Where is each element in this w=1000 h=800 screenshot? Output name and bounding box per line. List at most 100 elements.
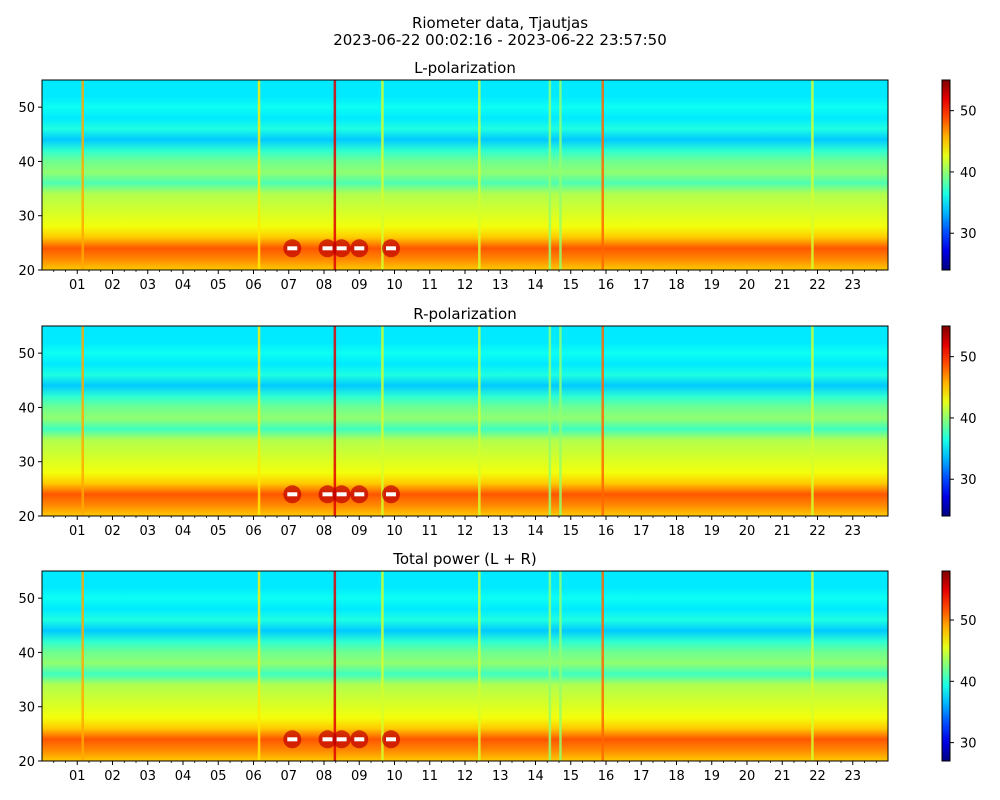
panel-title: Total power (L + R) <box>392 550 537 568</box>
x-tick-label: 11 <box>421 278 438 293</box>
x-tick-label: 18 <box>668 769 685 784</box>
x-tick-label: 04 <box>175 524 192 539</box>
x-tick-label: 09 <box>351 278 368 293</box>
x-tick-label: 06 <box>245 769 262 784</box>
x-tick-label: 01 <box>69 769 86 784</box>
x-tick-label: 09 <box>351 769 368 784</box>
panel-1: L-polarization 20 30 40 50 01 02 03 04 05 06 07 08 09… <box>18 59 976 293</box>
vertical-feature-6 <box>548 571 552 761</box>
x-tick-label: 17 <box>633 769 650 784</box>
vertical-feature-4 <box>381 80 384 270</box>
x-tick-label: 05 <box>210 524 227 539</box>
y-tick-label: 50 <box>18 101 35 116</box>
colorbar-tick-label: 40 <box>960 166 977 181</box>
colorbar-tick-label: 30 <box>960 737 977 752</box>
x-tick-label: 21 <box>774 769 791 784</box>
x-tick-label: 06 <box>245 278 262 293</box>
colorbar-tick-label: 50 <box>960 351 977 366</box>
y-tick-label: 30 <box>18 701 35 716</box>
x-tick-label: 10 <box>386 524 403 539</box>
x-tick-label: 08 <box>316 278 333 293</box>
x-tick-label: 21 <box>774 278 791 293</box>
vertical-feature-1 <box>81 80 84 270</box>
x-tick-label: 08 <box>316 769 333 784</box>
x-tick-label: 05 <box>210 278 227 293</box>
y-tick-label: 30 <box>18 210 35 225</box>
x-tick-label: 13 <box>492 769 509 784</box>
panel-title: L-polarization <box>414 59 516 77</box>
y-tick-label: 30 <box>18 456 35 471</box>
x-tick-label: 23 <box>844 278 861 293</box>
x-tick-label: 22 <box>809 524 826 539</box>
x-tick-label: 14 <box>527 769 544 784</box>
x-tick-label: 02 <box>104 769 121 784</box>
x-tick-label: 19 <box>703 769 720 784</box>
vertical-feature-7 <box>559 571 562 761</box>
x-tick-label: 19 <box>703 278 720 293</box>
saturated-point-3 <box>336 737 347 742</box>
x-tick-label: 07 <box>280 524 297 539</box>
vertical-feature-9 <box>811 326 814 516</box>
vertical-feature-3 <box>333 80 337 270</box>
x-tick-label: 16 <box>598 278 615 293</box>
x-tick-label: 15 <box>562 769 579 784</box>
heatmap-background <box>42 80 888 270</box>
panel-2: R-polarization 20 30 40 50 01 02 03 04 05 06 07 08 09… <box>18 305 976 539</box>
vertical-feature-9 <box>811 571 814 761</box>
x-tick-label: 20 <box>739 278 756 293</box>
x-tick-label: 14 <box>527 524 544 539</box>
x-tick-label: 17 <box>633 524 650 539</box>
vertical-feature-8 <box>601 571 604 761</box>
x-tick-label: 07 <box>280 769 297 784</box>
x-tick-label: 09 <box>351 524 368 539</box>
x-tick-label: 07 <box>280 278 297 293</box>
vertical-feature-8 <box>601 80 604 270</box>
x-tick-label: 23 <box>844 524 861 539</box>
x-tick-label: 19 <box>703 524 720 539</box>
saturated-point-1 <box>287 737 298 742</box>
x-tick-label: 15 <box>562 278 579 293</box>
vertical-feature-2 <box>257 80 261 270</box>
vertical-feature-2 <box>257 571 261 761</box>
x-tick-label: 08 <box>316 524 333 539</box>
vertical-feature-6 <box>548 326 552 516</box>
x-tick-label: 12 <box>457 278 474 293</box>
vertical-feature-3 <box>333 571 337 761</box>
x-tick-label: 11 <box>421 524 438 539</box>
x-tick-label: 13 <box>492 278 509 293</box>
saturated-point-1 <box>287 492 298 497</box>
colorbar-tick-label: 50 <box>960 614 977 629</box>
vertical-feature-6 <box>548 80 552 270</box>
x-tick-label: 11 <box>421 769 438 784</box>
x-tick-label: 18 <box>668 524 685 539</box>
saturated-point-4 <box>354 492 365 497</box>
y-tick-label: 20 <box>18 510 35 525</box>
x-tick-label: 02 <box>104 278 121 293</box>
x-tick-label: 06 <box>245 524 262 539</box>
x-tick-label: 02 <box>104 524 121 539</box>
vertical-feature-5 <box>478 326 481 516</box>
saturated-point-5 <box>386 737 396 742</box>
vertical-feature-1 <box>81 571 84 761</box>
saturated-point-3 <box>336 246 347 251</box>
saturated-point-3 <box>336 492 347 497</box>
vertical-feature-7 <box>559 80 562 270</box>
y-tick-label: 50 <box>18 592 35 607</box>
colorbar <box>941 570 951 762</box>
y-tick-label: 20 <box>18 264 35 279</box>
saturated-point-1 <box>287 246 298 251</box>
colorbar <box>941 325 951 517</box>
heatmap-background <box>42 326 888 516</box>
vertical-feature-4 <box>381 326 384 516</box>
x-tick-label: 21 <box>774 524 791 539</box>
y-tick-label: 40 <box>18 155 35 170</box>
saturated-point-4 <box>354 737 365 742</box>
panel-title: R-polarization <box>413 305 516 323</box>
vertical-feature-3 <box>333 326 337 516</box>
vertical-feature-9 <box>811 80 814 270</box>
x-tick-label: 15 <box>562 524 579 539</box>
vertical-feature-7 <box>559 326 562 516</box>
x-tick-label: 22 <box>809 769 826 784</box>
x-tick-label: 03 <box>139 524 156 539</box>
x-tick-label: 20 <box>739 524 756 539</box>
